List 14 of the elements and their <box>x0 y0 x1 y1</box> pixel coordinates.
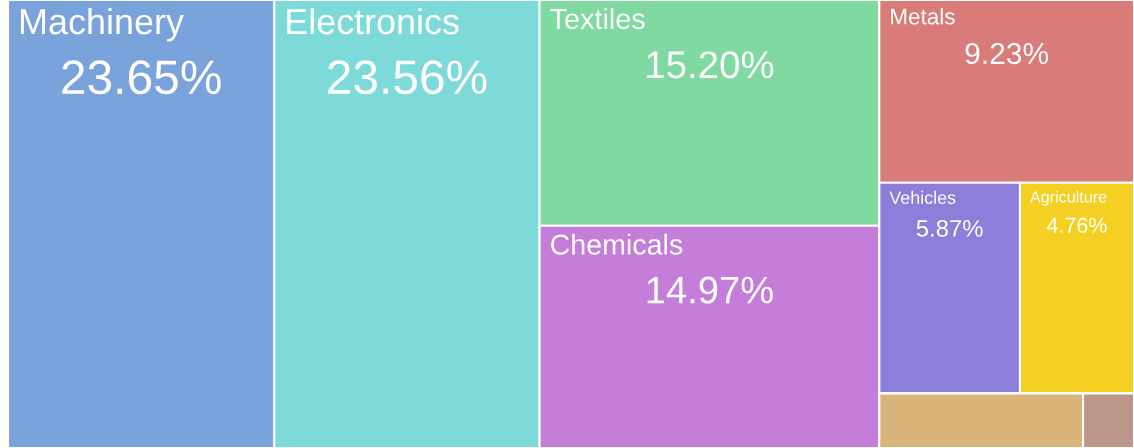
data-label: 9.23% <box>965 42 1049 65</box>
data-label: 15.20% <box>647 51 774 79</box>
category-label: Metals <box>891 8 955 25</box>
data-label: 23.56% <box>328 60 487 95</box>
category-label: Electronics <box>287 8 459 35</box>
category-label: Vehicles <box>889 190 956 204</box>
data-label: 23.65% <box>62 60 221 95</box>
data-label: 4.76% <box>1046 217 1107 233</box>
category-label: Textiles <box>550 8 645 30</box>
data-label: 14.97% <box>647 276 773 304</box>
data-label: 5.87% <box>916 219 983 237</box>
category-label: Machinery <box>20 8 184 42</box>
category-label: Agriculture <box>1029 190 1107 206</box>
category-label: Chemicals <box>551 233 683 255</box>
